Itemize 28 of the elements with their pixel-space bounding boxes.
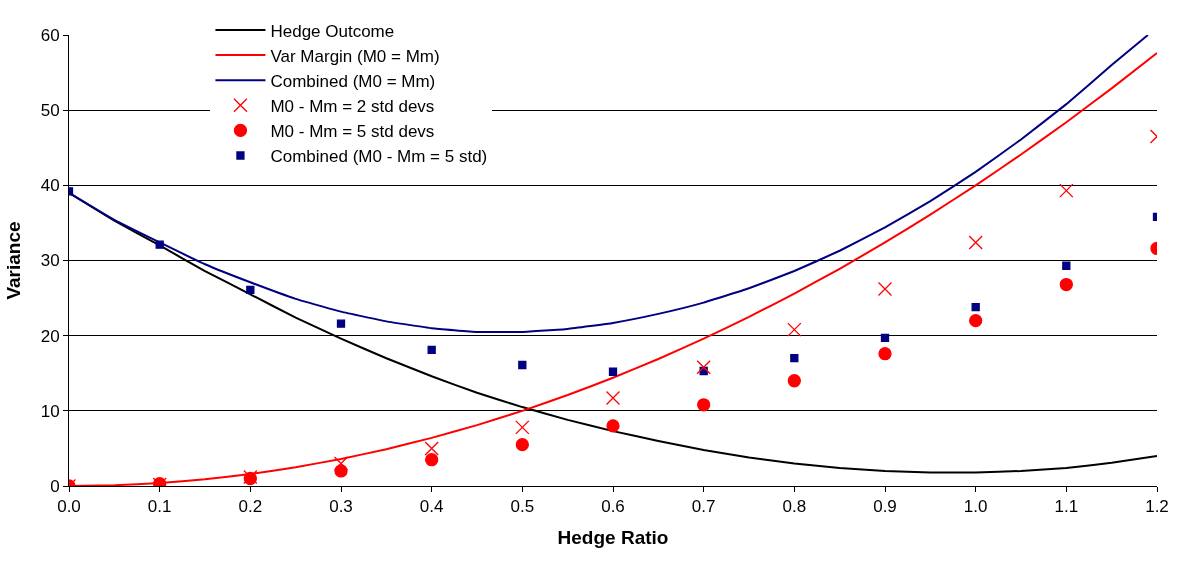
x-tick-label: 1.2: [1145, 497, 1169, 517]
x-tick-label: 0.5: [510, 497, 535, 517]
x-tick-label: 0.2: [238, 497, 263, 517]
x-tick-label: 0.3: [329, 497, 353, 517]
legend-label: Combined (M0 - Mm = 5 std): [270, 147, 488, 167]
legend-label: M0 - Mm = 2 std devs: [270, 96, 435, 116]
x-tick-label: 0.7: [691, 497, 716, 517]
y-tick-label: 40: [40, 176, 60, 196]
x-tick-label: 0.0: [57, 497, 81, 517]
y-tick-label: 20: [40, 326, 60, 346]
x-tick-label: 0.1: [147, 497, 172, 517]
x-tick-label: 0.9: [873, 497, 897, 517]
legend-label: Combined (M0 = Mm): [270, 71, 436, 91]
y-tick-label: 30: [40, 251, 60, 271]
x-tick-label: 0.8: [782, 497, 807, 517]
x-tick-label: 1.1: [1054, 497, 1079, 517]
legend-label: Var Margin (M0 = Mm): [270, 46, 440, 66]
legend-label: M0 - Mm = 5 std devs: [270, 122, 435, 142]
x-tick-label: 0.4: [419, 497, 444, 517]
y-tick-label: 10: [40, 401, 60, 421]
legend-label: Hedge Outcome: [270, 21, 395, 41]
y-axis-title: Variance: [2, 221, 24, 300]
y-tick-label: 0: [50, 476, 60, 496]
x-tick-label: 1.0: [963, 497, 988, 517]
x-tick-label: 0.6: [601, 497, 625, 517]
y-tick-label: 50: [40, 101, 60, 121]
y-tick-label: 60: [40, 25, 60, 45]
x-axis-title: Hedge Ratio: [557, 527, 669, 549]
